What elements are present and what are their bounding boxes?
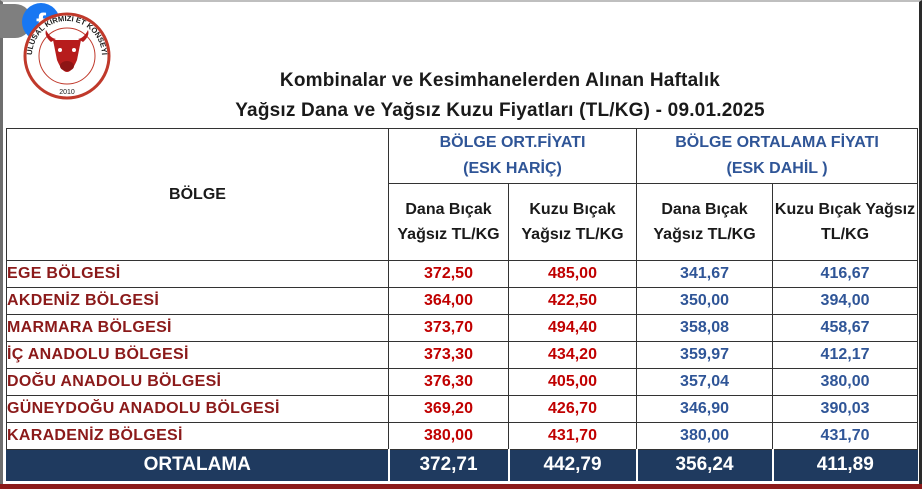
region-name: EGE BÖLGESİ [6,260,389,288]
average-label: ORTALAMA [6,449,389,481]
kuzu-incl-value: 394,00 [772,287,919,315]
sub-header-line1: Dana Bıçak [405,201,492,218]
kuzu-incl-value: 390,03 [772,395,919,423]
sub-header-dana-incl: Dana Bıçak Yağsız TL/KG [636,183,774,261]
dana-excl-value: 376,30 [388,368,509,396]
kuzu-excl-value: 485,00 [507,260,638,288]
dana-incl-value: 346,90 [636,395,774,423]
region-name: AKDENİZ BÖLGESİ [6,287,389,315]
dana-incl-value: 358,08 [636,314,774,342]
kuzu-excl-value: 434,20 [507,341,638,369]
sub-header-dana-excl: Dana Bıçak Yağsız TL/KG [388,183,509,261]
bottom-accent-strip [0,484,922,489]
region-name: GÜNEYDOĞU ANADOLU BÖLGESİ [6,395,389,423]
dana-incl-value: 350,00 [636,287,774,315]
sub-header-line1: Kuzu Bıçak [529,201,616,218]
dana-incl-value: 357,04 [636,368,774,396]
region-name: İÇ ANADOLU BÖLGESİ [6,341,389,369]
dana-incl-value: 359,97 [636,341,774,369]
dana-incl-value: 380,00 [636,422,774,450]
kuzu-incl-value: 380,00 [772,368,919,396]
kuzu-incl-value: 431,70 [772,422,919,450]
table-row: İÇ ANADOLU BÖLGESİ 373,30 434,20 359,97 … [6,341,919,369]
kuzu-excl-value: 426,70 [507,395,638,423]
sub-header-line1: Kuzu Bıçak Yağsız [774,201,916,218]
average-kuzu-incl: 411,89 [771,449,919,481]
sub-header-line1: Dana Bıçak [661,201,748,218]
group-header-excl: BÖLGE ORT.FİYATI (ESK HARİÇ) [387,128,638,184]
average-dana-excl: 372,71 [387,449,509,481]
dana-excl-value: 380,00 [388,422,509,450]
average-dana-incl: 356,24 [635,449,774,481]
kuzu-incl-value: 412,17 [772,341,919,369]
average-kuzu-excl: 442,79 [507,449,638,481]
group-header-incl-line1: BÖLGE ORTALAMA FİYATI [675,134,879,151]
kuzu-excl-value: 405,00 [507,368,638,396]
dana-excl-value: 369,20 [388,395,509,423]
page-subtitle: Yağsız Dana ve Yağsız Kuzu Fiyatları (TL… [235,100,765,121]
dana-excl-value: 373,70 [388,314,509,342]
dana-excl-value: 373,30 [388,341,509,369]
average-row: ORTALAMA 372,71 442,79 356,24 411,89 [6,449,919,481]
region-name: MARMARA BÖLGESİ [6,314,389,342]
sub-header-kuzu-excl: Kuzu Bıçak Yağsız TL/KG [507,183,638,261]
kuzu-incl-value: 416,67 [772,260,919,288]
sub-header-line2: Yağsız TL/KG [521,226,624,243]
region-column-header: BÖLGE [6,128,389,261]
group-header-incl-line2: (ESK DAHİL ) [726,160,828,177]
group-header-incl: BÖLGE ORTALAMA FİYATI (ESK DAHİL ) [636,128,919,184]
council-logo: ULUSAL KIRMIZI ET KONSEYİ 2010 [23,12,111,100]
kuzu-excl-value: 422,50 [507,287,638,315]
table-row: GÜNEYDOĞU ANADOLU BÖLGESİ 369,20 426,70 … [6,395,919,423]
table-row: MARMARA BÖLGESİ 373,70 494,40 358,08 458… [6,314,919,342]
kuzu-excl-value: 494,40 [507,314,638,342]
sub-header-line2: TL/KG [821,226,870,243]
page-title: Kombinalar ve Kesimhanelerden Alınan Haf… [279,70,721,91]
sub-header-line2: Yağsız TL/KG [397,226,500,243]
sub-header-line2: Yağsız TL/KG [653,226,756,243]
dana-excl-value: 372,50 [388,260,509,288]
kuzu-incl-value: 458,67 [772,314,919,342]
kuzu-excl-value: 431,70 [507,422,638,450]
sub-header-kuzu-incl: Kuzu Bıçak Yağsız TL/KG [772,183,919,261]
header-sub-row: Dana Bıçak Yağsız TL/KG Kuzu Bıçak Yağsı… [7,183,919,261]
dana-incl-value: 341,67 [636,260,774,288]
dana-excl-value: 364,00 [388,287,509,315]
logo-year: 2010 [59,89,75,96]
region-name: KARADENİZ BÖLGESİ [6,422,389,450]
region-name: DOĞU ANADOLU BÖLGESİ [6,368,389,396]
table-row: DOĞU ANADOLU BÖLGESİ 376,30 405,00 357,0… [6,368,919,396]
table-row: AKDENİZ BÖLGESİ 364,00 422,50 350,00 394… [6,287,919,315]
table-row: EGE BÖLGESİ 372,50 485,00 341,67 416,67 [6,260,919,288]
price-table: BÖLGE BÖLGE ORT.FİYATI (ESK HARİÇ) BÖLGE… [6,128,919,481]
header-group-row: BÖLGE BÖLGE ORT.FİYATI (ESK HARİÇ) BÖLGE… [6,128,919,261]
group-header-excl-line1: BÖLGE ORT.FİYATI [439,134,586,151]
table-row: KARADENİZ BÖLGESİ 380,00 431,70 380,00 4… [6,422,919,450]
group-header-excl-line2: (ESK HARİÇ) [463,160,562,177]
